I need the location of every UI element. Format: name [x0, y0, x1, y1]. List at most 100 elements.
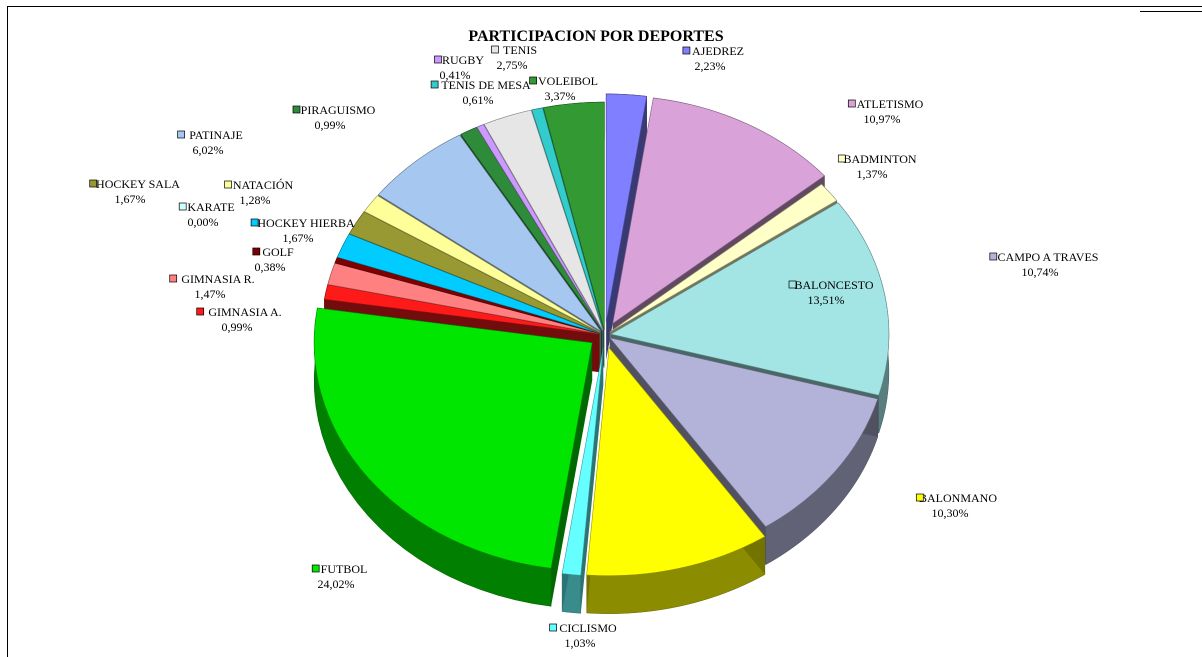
label-value-rugby: 0,41%	[440, 68, 471, 82]
label-name-tenis-de-mesa: TENIS DE MESA	[441, 78, 531, 92]
legend-key-baloncesto	[788, 280, 797, 289]
legend-key-nataci-n	[224, 180, 232, 189]
label-name-tenis: TENIS	[503, 43, 537, 57]
label-value-hockey-sala: 1,67%	[115, 192, 146, 206]
slice-wall-ajedrez-1	[606, 96, 647, 360]
legend-key-voleibol	[529, 76, 537, 85]
legend-key-tenis	[491, 45, 499, 54]
slice-campo-a-traves	[609, 337, 879, 528]
legend-key-badminton	[837, 154, 846, 163]
label-name-badminton: BADMINTON	[843, 152, 916, 166]
legend-key-hockey-sala	[89, 179, 98, 188]
slice-hockey-hierba	[336, 233, 600, 334]
legend-key-atletismo	[847, 99, 856, 108]
slice-futbol	[313, 307, 593, 569]
label-name-campo-a-traves: CAMPO A TRAVES	[998, 250, 1099, 264]
legend-key-golf	[252, 247, 261, 256]
slice-atletismo	[612, 97, 825, 325]
label-value-ciclismo: 1,03%	[565, 636, 596, 650]
slice-gimnasia-r-	[327, 262, 600, 335]
slice-nataci-n	[363, 195, 601, 333]
label-value-tenis-de-mesa: 0,61%	[463, 93, 494, 107]
label-value-badminton: 1,37%	[857, 167, 888, 181]
label-value-futbol: 24,02%	[318, 577, 355, 591]
legend-key-ciclismo	[549, 623, 557, 632]
legend-key-ajedrez	[682, 46, 691, 55]
label-value-tenis: 2,75%	[497, 58, 528, 72]
slice-patinaje	[377, 134, 602, 332]
legend-key-balonmano	[915, 493, 924, 502]
legend-key-rugby	[434, 55, 442, 64]
label-value-gimnasia-r-: 1,47%	[195, 287, 226, 301]
slice-voleibol	[543, 101, 605, 331]
legend-key-hockey-hierba	[250, 218, 259, 227]
label-name-atletismo: ATLETISMO	[857, 97, 924, 111]
label-name-golf: GOLF	[262, 245, 294, 259]
label-gimnasia-r-: GIMNASIA R.1,47%	[169, 272, 255, 301]
chart-frame	[7, 6, 1202, 657]
chart-top-border	[1140, 11, 1202, 12]
legend-key-karate	[178, 202, 187, 211]
label-value-karate: 0,00%	[188, 215, 219, 229]
label-gimnasia-a-: GIMNASIA A.0,99%	[196, 305, 282, 334]
label-name-voleibol: VOLEIBOL	[538, 74, 598, 88]
slice-wall-futbol-0	[551, 342, 593, 607]
label-name-baloncesto: BALONCESTO	[794, 278, 873, 292]
label-value-patinaje: 6,02%	[193, 143, 224, 157]
label-name-rugby: RUGBY	[442, 53, 484, 67]
slice-gimnasia-a-	[324, 284, 600, 335]
label-name-nataci-n: NATACIÓN	[233, 178, 294, 192]
slice-balonmano	[586, 346, 766, 576]
slice-badminton	[609, 183, 838, 333]
label-value-gimnasia-a-: 0,99%	[222, 320, 253, 334]
slice-baloncesto	[610, 202, 890, 396]
slice-ciclismo	[561, 347, 604, 576]
legend-key-patinaje	[177, 130, 185, 139]
label-name-gimnasia-a-: GIMNASIA A.	[208, 305, 281, 319]
label-value-golf: 0,38%	[255, 260, 286, 274]
label-value-balonmano: 10,30%	[932, 506, 969, 520]
slice-golf	[334, 257, 600, 334]
label-name-ajedrez: AJEDREZ	[692, 44, 744, 58]
label-name-balonmano: BALONMANO	[919, 491, 997, 505]
slice-tenis	[483, 109, 604, 331]
label-name-gimnasia-r-: GIMNASIA R.	[181, 272, 254, 286]
label-name-ciclismo: CICLISMO	[559, 621, 617, 635]
label-name-piraguismo: PIRAGUISMO	[301, 103, 376, 117]
label-name-hockey-sala: HOCKEY SALA	[96, 177, 180, 191]
slice-hockey-sala	[348, 211, 600, 333]
slice-ajedrez	[605, 93, 648, 322]
label-name-hockey-hierba: HOCKEY HIERBA	[257, 216, 355, 230]
legend-key-piraguismo	[292, 105, 301, 114]
label-name-futbol: FUTBOL	[321, 562, 368, 576]
label-value-hockey-hierba: 1,67%	[283, 231, 314, 245]
label-value-campo-a-traves: 10,74%	[1022, 265, 1059, 279]
label-value-piraguismo: 0,99%	[315, 118, 346, 132]
chart-title: PARTICIPACION POR DEPORTES	[468, 28, 723, 45]
label-name-patinaje: PATINAJE	[189, 128, 243, 142]
label-value-baloncesto: 13,51%	[808, 293, 845, 307]
legend-key-tenis-de-mesa	[430, 80, 439, 89]
label-value-atletismo: 10,97%	[864, 112, 901, 126]
label-value-nataci-n: 1,28%	[240, 193, 271, 207]
slice-rugby	[476, 124, 603, 331]
